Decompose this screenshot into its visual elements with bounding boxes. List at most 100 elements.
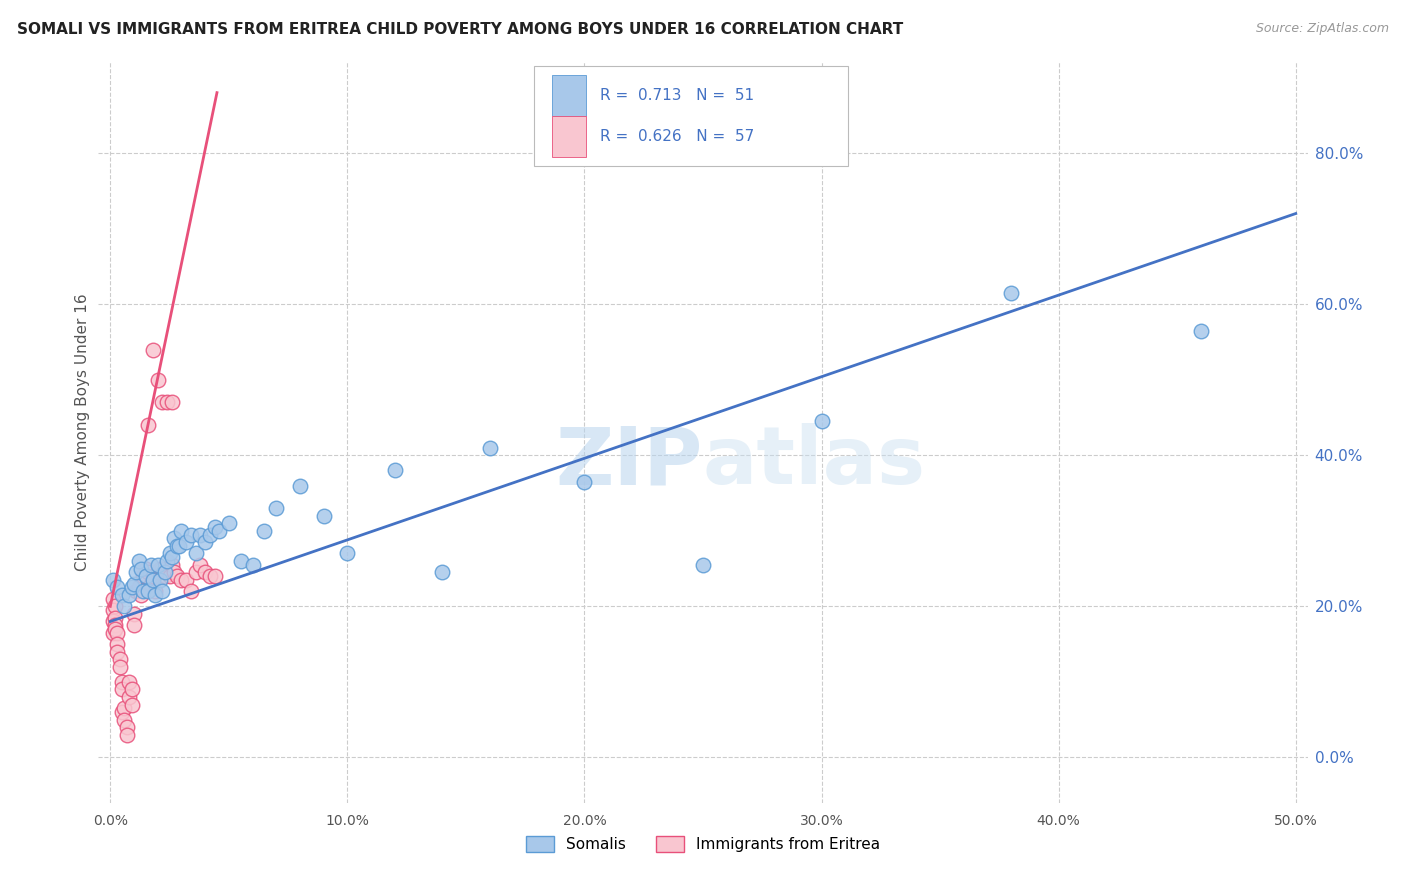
- Point: [198, 569, 221, 583]
- Point: [166, 539, 188, 553]
- Point: [198, 527, 221, 541]
- Point: [156, 395, 179, 409]
- Point: [149, 573, 172, 587]
- Point: [156, 554, 179, 568]
- Point: [190, 558, 212, 572]
- Text: atlas: atlas: [703, 423, 927, 501]
- Point: [139, 576, 162, 591]
- Point: [122, 618, 145, 632]
- Point: [170, 573, 193, 587]
- Point: [125, 566, 148, 580]
- Point: [204, 569, 226, 583]
- Point: [184, 566, 207, 580]
- Point: [129, 561, 152, 575]
- Point: [160, 550, 183, 565]
- Point: [336, 547, 359, 561]
- Point: [174, 535, 197, 549]
- Point: [180, 584, 202, 599]
- Point: [114, 599, 136, 614]
- Point: [288, 478, 311, 492]
- Point: [146, 566, 169, 580]
- Point: [159, 569, 181, 583]
- Point: [264, 501, 287, 516]
- Point: [111, 674, 134, 689]
- Point: [105, 625, 128, 640]
- Text: Source: ZipAtlas.com: Source: ZipAtlas.com: [1256, 22, 1389, 36]
- Point: [108, 652, 131, 666]
- Point: [111, 705, 134, 719]
- Point: [104, 618, 127, 632]
- Point: [105, 637, 128, 651]
- Point: [128, 554, 150, 568]
- Point: [160, 395, 183, 409]
- Point: [166, 569, 188, 583]
- Text: ZIP: ZIP: [555, 423, 703, 501]
- Point: [574, 475, 596, 489]
- Point: [152, 561, 174, 575]
- Point: [118, 588, 141, 602]
- Point: [105, 645, 128, 659]
- Point: [160, 558, 183, 572]
- Point: [121, 581, 143, 595]
- Point: [104, 622, 127, 636]
- Point: [384, 463, 406, 477]
- Point: [135, 569, 157, 583]
- Point: [111, 588, 134, 602]
- Point: [194, 535, 217, 549]
- Point: [143, 588, 166, 602]
- Point: [118, 690, 141, 704]
- Point: [152, 395, 174, 409]
- Text: SOMALI VS IMMIGRANTS FROM ERITREA CHILD POVERTY AMONG BOYS UNDER 16 CORRELATION : SOMALI VS IMMIGRANTS FROM ERITREA CHILD …: [17, 22, 903, 37]
- Point: [114, 701, 136, 715]
- Point: [104, 611, 127, 625]
- Point: [142, 343, 165, 357]
- Point: [108, 660, 131, 674]
- Point: [142, 573, 165, 587]
- Point: [190, 527, 212, 541]
- Point: [101, 573, 124, 587]
- Point: [170, 524, 193, 538]
- Point: [810, 414, 832, 428]
- Point: [122, 607, 145, 621]
- Point: [129, 588, 152, 602]
- Legend: Somalis, Immigrants from Eritrea: Somalis, Immigrants from Eritrea: [520, 830, 886, 858]
- Point: [115, 720, 138, 734]
- Point: [136, 566, 159, 580]
- Point: [478, 441, 501, 455]
- Point: [136, 584, 159, 599]
- Point: [118, 674, 141, 689]
- Point: [146, 373, 169, 387]
- Point: [149, 561, 172, 575]
- Point: [218, 516, 240, 531]
- Point: [128, 581, 150, 595]
- Point: [1189, 324, 1212, 338]
- Point: [101, 603, 124, 617]
- Point: [146, 558, 169, 572]
- Point: [163, 532, 186, 546]
- Point: [143, 584, 166, 599]
- Point: [104, 599, 127, 614]
- Point: [152, 584, 174, 599]
- Point: [105, 581, 128, 595]
- Point: [194, 566, 217, 580]
- Point: [253, 524, 276, 538]
- Point: [153, 569, 176, 583]
- Point: [132, 569, 155, 583]
- Point: [101, 591, 124, 606]
- Text: R =  0.626   N =  57: R = 0.626 N = 57: [600, 129, 755, 144]
- Point: [159, 547, 181, 561]
- Point: [135, 561, 157, 575]
- Point: [312, 508, 335, 523]
- Y-axis label: Child Poverty Among Boys Under 16: Child Poverty Among Boys Under 16: [75, 293, 90, 572]
- Point: [242, 558, 264, 572]
- Point: [136, 418, 159, 433]
- FancyBboxPatch shape: [551, 76, 586, 116]
- Point: [122, 576, 145, 591]
- FancyBboxPatch shape: [534, 66, 848, 166]
- Point: [111, 682, 134, 697]
- Point: [101, 615, 124, 629]
- Point: [174, 573, 197, 587]
- Point: [132, 584, 155, 599]
- Point: [208, 524, 231, 538]
- Point: [142, 569, 165, 583]
